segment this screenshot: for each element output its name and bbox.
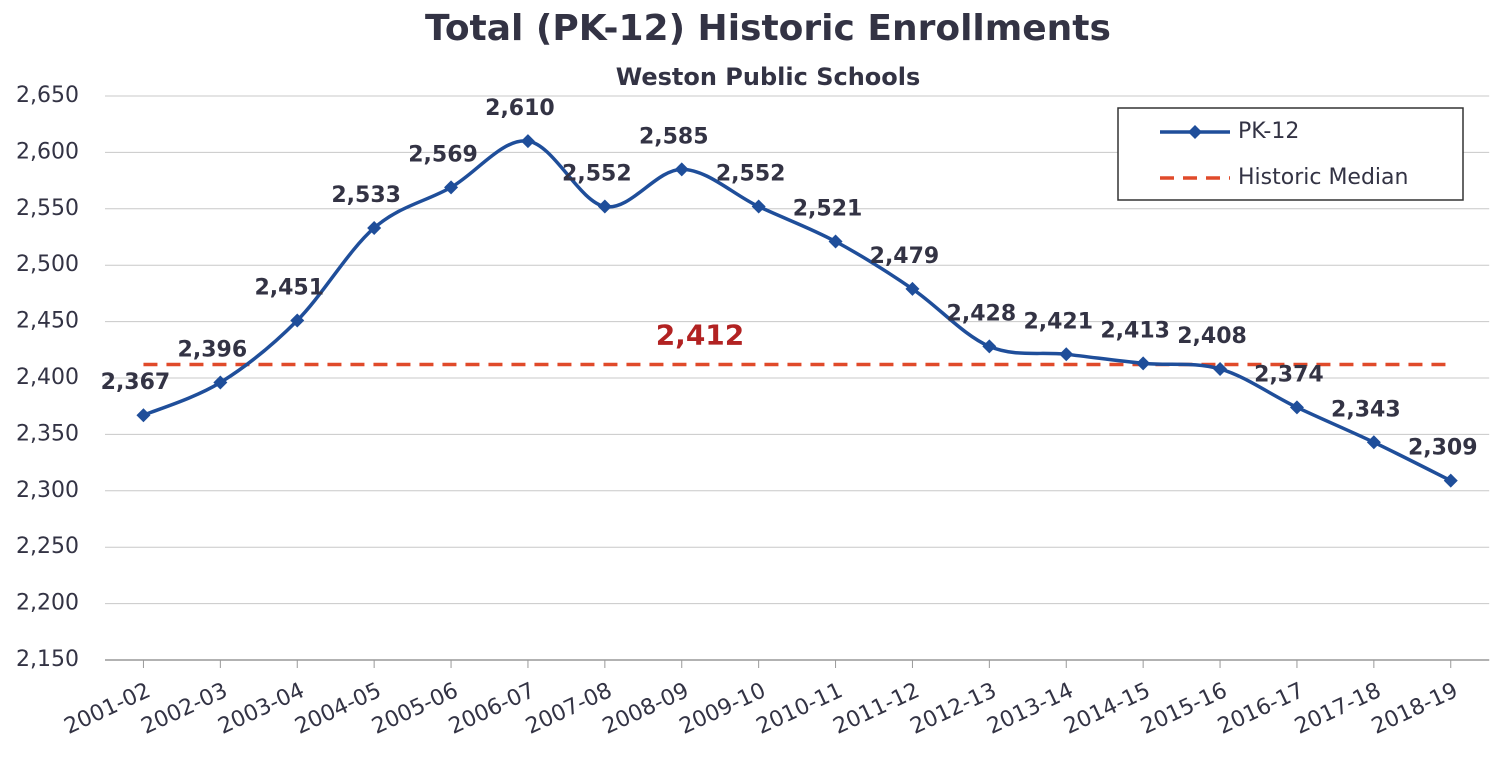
y-tick-label: 2,450 bbox=[16, 309, 79, 334]
point-marker bbox=[213, 375, 228, 390]
point-marker bbox=[1366, 435, 1381, 450]
x-tick-label: 2012-13 bbox=[907, 678, 1001, 740]
point-marker bbox=[1289, 400, 1304, 415]
data-label: 2,451 bbox=[254, 275, 324, 300]
y-tick-label: 2,200 bbox=[16, 591, 79, 616]
data-label: 2,552 bbox=[716, 162, 786, 187]
y-tick-label: 2,350 bbox=[16, 421, 79, 446]
data-label: 2,552 bbox=[562, 162, 632, 187]
x-tick-label: 2008-09 bbox=[599, 678, 693, 740]
data-label: 2,479 bbox=[870, 244, 940, 269]
legend-label: Historic Median bbox=[1238, 165, 1408, 190]
point-marker bbox=[367, 220, 382, 235]
data-label: 2,428 bbox=[947, 301, 1017, 326]
x-tick-label: 2009-10 bbox=[676, 678, 770, 740]
y-tick-label: 2,600 bbox=[16, 139, 79, 164]
point-marker bbox=[982, 339, 997, 354]
y-tick-label: 2,150 bbox=[16, 647, 79, 672]
legend-label: PK-12 bbox=[1238, 119, 1299, 144]
point-marker bbox=[1443, 473, 1458, 488]
x-tick-label: 2017-18 bbox=[1291, 678, 1385, 740]
x-tick-label: 2011-12 bbox=[830, 678, 924, 740]
x-tick-label: 2005-06 bbox=[368, 678, 462, 740]
x-tick-label: 2013-14 bbox=[983, 678, 1077, 740]
point-marker bbox=[1059, 347, 1074, 362]
data-label: 2,374 bbox=[1254, 362, 1324, 387]
series-line bbox=[142, 139, 1452, 483]
data-label: 2,343 bbox=[1331, 397, 1401, 422]
y-tick-label: 2,400 bbox=[16, 365, 79, 390]
data-label: 2,585 bbox=[639, 124, 709, 149]
data-label: 2,408 bbox=[1177, 324, 1247, 349]
point-marker bbox=[674, 162, 689, 177]
x-tick-label: 2003-04 bbox=[214, 678, 308, 740]
point-marker bbox=[1213, 361, 1228, 376]
point-marker bbox=[905, 281, 920, 296]
data-label: 2,421 bbox=[1023, 309, 1093, 334]
x-tick-label: 2004-05 bbox=[291, 678, 385, 740]
legend-marker bbox=[1188, 125, 1202, 139]
median-label: 2,412 bbox=[656, 318, 745, 351]
data-label: 2,533 bbox=[331, 183, 401, 208]
x-tick-label: 2006-07 bbox=[445, 678, 539, 740]
point-marker bbox=[1136, 356, 1151, 371]
point-marker bbox=[136, 408, 151, 423]
chart-subtitle: Weston Public Schools bbox=[616, 63, 921, 91]
data-label: 2,413 bbox=[1100, 318, 1170, 343]
point-marker bbox=[597, 199, 612, 214]
point-marker bbox=[828, 234, 843, 249]
data-label: 2,610 bbox=[485, 96, 555, 121]
chart-title: Total (PK-12) Historic Enrollments bbox=[425, 8, 1111, 49]
data-label: 2,367 bbox=[101, 370, 171, 395]
point-marker bbox=[520, 134, 535, 149]
point-marker bbox=[751, 199, 766, 214]
data-label: 2,396 bbox=[178, 338, 248, 363]
x-tick-label: 2014-15 bbox=[1060, 678, 1154, 740]
y-tick-label: 2,650 bbox=[16, 83, 79, 108]
y-tick-label: 2,500 bbox=[16, 252, 79, 277]
x-tick-label: 2007-08 bbox=[522, 678, 616, 740]
point-marker bbox=[290, 313, 305, 328]
y-tick-label: 2,550 bbox=[16, 196, 79, 221]
x-tick-label: 2015-16 bbox=[1137, 678, 1231, 740]
x-tick-label: 2001-02 bbox=[61, 678, 155, 740]
data-label: 2,309 bbox=[1408, 436, 1478, 461]
x-tick-label: 2016-17 bbox=[1214, 678, 1308, 740]
x-tick-label: 2018-19 bbox=[1368, 678, 1462, 740]
x-tick-label: 2010-11 bbox=[753, 678, 847, 740]
data-label: 2,521 bbox=[793, 197, 863, 222]
point-marker bbox=[444, 180, 459, 195]
y-tick-label: 2,250 bbox=[16, 534, 79, 559]
x-tick-label: 2002-03 bbox=[138, 678, 232, 740]
y-tick-label: 2,300 bbox=[16, 478, 79, 503]
data-label: 2,569 bbox=[408, 142, 478, 167]
legend-box bbox=[1117, 107, 1464, 201]
